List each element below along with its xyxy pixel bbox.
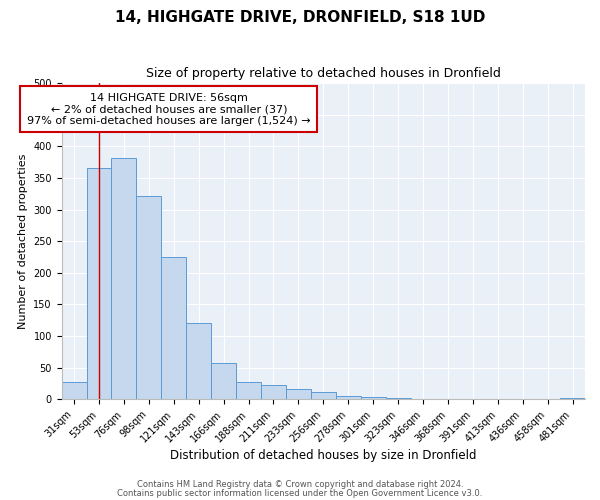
Bar: [136, 196, 161, 400]
Bar: [62, 382, 86, 400]
Bar: [286, 389, 311, 400]
Bar: [386, 398, 410, 400]
Title: Size of property relative to detached houses in Dronfield: Size of property relative to detached ho…: [146, 68, 501, 80]
Bar: [86, 168, 112, 400]
Bar: [361, 397, 386, 400]
Bar: [560, 398, 585, 400]
Bar: [311, 392, 336, 400]
Bar: [410, 398, 436, 400]
Text: 14, HIGHGATE DRIVE, DRONFIELD, S18 1UD: 14, HIGHGATE DRIVE, DRONFIELD, S18 1UD: [115, 10, 485, 25]
Bar: [336, 396, 361, 400]
Bar: [112, 158, 136, 400]
Bar: [161, 257, 186, 400]
Text: Contains HM Land Registry data © Crown copyright and database right 2024.: Contains HM Land Registry data © Crown c…: [137, 480, 463, 489]
Bar: [261, 386, 286, 400]
Text: Contains public sector information licensed under the Open Government Licence v3: Contains public sector information licen…: [118, 488, 482, 498]
Bar: [211, 362, 236, 400]
Bar: [436, 398, 460, 400]
Y-axis label: Number of detached properties: Number of detached properties: [17, 154, 28, 329]
X-axis label: Distribution of detached houses by size in Dronfield: Distribution of detached houses by size …: [170, 450, 476, 462]
Bar: [186, 324, 211, 400]
Text: 14 HIGHGATE DRIVE: 56sqm
← 2% of detached houses are smaller (37)
97% of semi-de: 14 HIGHGATE DRIVE: 56sqm ← 2% of detache…: [27, 92, 311, 126]
Bar: [236, 382, 261, 400]
